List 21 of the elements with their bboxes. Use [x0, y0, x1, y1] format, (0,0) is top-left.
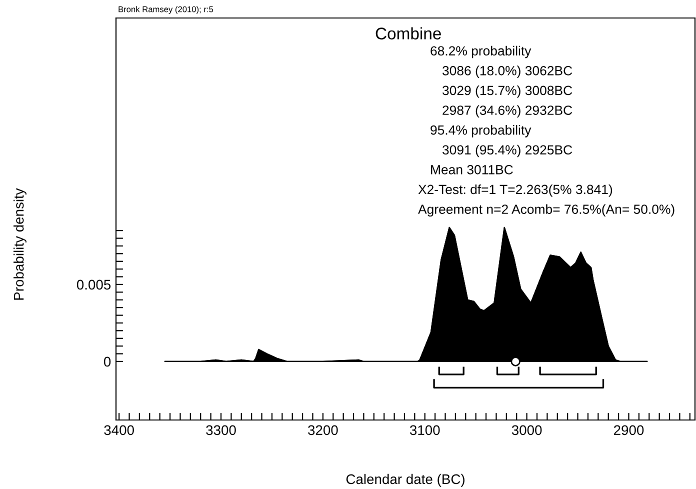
x-tick-label: 3100 — [410, 425, 440, 436]
annotation: 68.2% probability — [430, 46, 532, 58]
annotation: 3091 (95.4%) 2925BC — [442, 144, 572, 158]
x-tick-label: 2900 — [614, 425, 644, 436]
annotation: X2-Test: df=1 T=2.263(5% 3.841) — [418, 184, 612, 197]
y-axis-title: Probability density — [14, 188, 26, 300]
annotation: Mean 3011BC — [431, 165, 513, 174]
chart-title: Combine — [376, 27, 441, 40]
y-tick-label: 0.005 — [76, 280, 111, 290]
annotation: 3086 (18.0%) 3062BC — [442, 66, 572, 78]
x-tick-label: 3200 — [308, 425, 338, 436]
annotation: Agreement n=2 Acomb= 76.5%(An= 50.0%) — [418, 204, 674, 217]
x-tick-label: 3000 — [512, 425, 542, 436]
annotation: 2987 (34.6%) 2932BC — [442, 105, 572, 118]
text: Bronk Ramsey (2010); r:5 — [118, 6, 214, 14]
y-tick-label: 0 — [104, 356, 111, 367]
annotation: 95.4% probability — [430, 125, 532, 138]
x-tick-label: 3300 — [206, 425, 236, 436]
x-axis-title: Calendar date (BC) — [346, 474, 464, 487]
annotation: 3029 (15.7%) 3008BC — [442, 85, 572, 98]
x-tick-label: 3400 — [104, 425, 134, 436]
